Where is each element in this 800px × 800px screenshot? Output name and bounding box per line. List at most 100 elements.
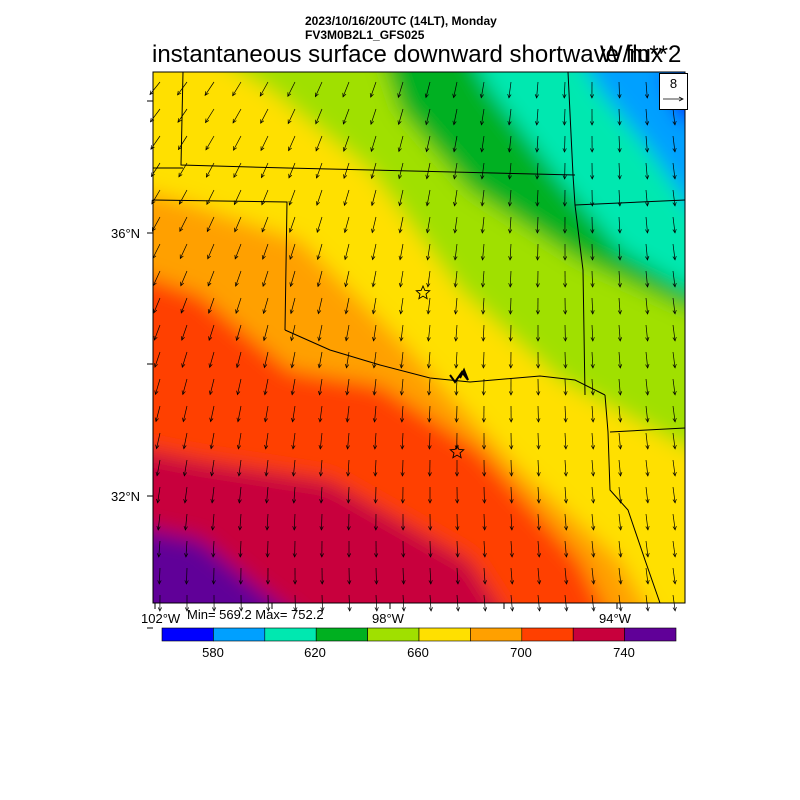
wind-arrow-icon [507,81,512,99]
wind-arrow-icon [617,243,622,261]
wind-arrow-icon [482,540,487,558]
wind-arrow-icon [153,297,161,314]
wind-arrow-icon [427,432,432,450]
wind-arrow-icon [672,432,677,450]
wind-arrow-icon [151,189,161,205]
wind-arrow-icon [537,567,542,585]
wind-arrow-icon [509,567,515,585]
wind-arrow-icon [591,594,596,612]
wind-arrow-icon [316,270,323,288]
wind-arrow-icon [427,486,433,504]
wind-arrow-icon [150,162,161,178]
wind-arrow-icon [425,135,431,153]
wind-arrow-icon [672,162,677,180]
wind-arrow-icon [374,540,379,558]
wind-arrow-icon [672,189,677,207]
wind-arrow-icon [315,135,323,152]
wind-arrow-icon [288,216,296,233]
wind-arrow-icon [318,459,323,477]
wind-arrow-icon [235,324,242,342]
wind-arrow-icon [618,594,623,612]
wind-arrow-icon [314,81,323,98]
wind-arrow-icon [239,594,244,612]
wind-arrow-icon [508,270,513,288]
wind-arrow-icon [149,81,161,96]
wind-arrow-icon [401,567,406,585]
wind-arrow-icon [371,243,377,261]
wind-arrow-icon [590,378,595,396]
wind-arrow-icon [617,189,622,207]
wind-arrow-icon [427,405,432,423]
wind-arrow-icon [672,324,677,342]
wind-arrow-icon [157,594,162,612]
wind-arrow-icon [262,324,269,342]
wind-arrow-icon [672,459,677,477]
wind-arrow-icon [645,270,650,288]
wind-arrow-icon [645,432,650,450]
wind-arrow-icon [645,162,650,180]
wind-arrow-icon [479,81,485,99]
wind-arrow-icon [208,351,215,369]
wind-arrow-icon [562,108,567,126]
wind-arrow-icon [536,459,541,477]
wind-arrow-icon [508,243,513,261]
wind-arrow-icon [346,486,351,504]
wind-arrow-icon [290,351,296,369]
wind-arrow-icon [207,270,215,287]
wind-arrow-icon [373,432,378,450]
wind-arrow-icon [177,135,188,151]
wind-arrow-icon [263,405,269,423]
wind-arrow-icon [207,243,215,260]
wind-arrow-icon [563,405,568,423]
wind-arrow-icon [238,567,243,585]
wind-arrow-icon [260,162,269,179]
wind-arrow-icon [399,324,404,342]
wind-arrow-icon [453,297,458,315]
wind-arrow-icon [425,216,431,234]
wind-arrow-icon [618,513,623,531]
wind-arrow-icon [211,540,216,558]
wind-arrow-icon [672,108,677,126]
wind-arrow-icon [672,297,677,315]
wind-arrow-icon [645,243,650,261]
wind-arrow-icon [535,324,541,342]
header-model: FV3M0B2L1_GFS025 [305,28,425,42]
wind-arrow-icon [455,567,460,585]
wind-arrow-icon [155,459,161,477]
wind-arrow-icon [645,378,650,396]
wind-arrow-icon [347,594,352,612]
colorbar [161,627,677,642]
wind-arrow-icon [372,378,377,396]
wind-arrow-icon [618,405,623,423]
wind-arrow-icon [262,270,269,287]
wind-arrow-icon [397,135,404,153]
wind-arrow-icon [265,567,270,585]
wind-arrow-icon [318,432,323,450]
wind-arrow-icon [425,189,431,207]
wind-arrow-icon [319,486,324,504]
wind-arrow-icon [479,108,485,126]
wind-arrow-icon [482,513,487,531]
wind-arrow-icon [536,432,541,450]
colorbar-swatch [264,627,317,642]
wind-arrow-icon [536,513,541,531]
wind-arrow-icon [563,432,568,450]
wind-arrow-icon [209,432,215,450]
wind-arrow-icon [262,297,269,315]
wind-arrow-icon [232,81,242,97]
wind-arrow-icon [184,594,190,612]
wind-arrow-icon [157,567,162,585]
wind-arrow-icon [672,135,677,153]
wind-arrow-icon [184,567,189,585]
wind-arrow-icon [428,567,433,585]
wind-arrow-icon [315,162,323,179]
wind-arrow-icon [452,162,458,180]
wind-arrow-icon [480,243,485,261]
wind-arrow-icon [374,594,379,612]
wind-arrow-icon [235,297,242,314]
wind-arrow-icon [426,270,431,288]
wind-arrow-icon [288,135,296,152]
wind-arrow-icon [644,108,650,126]
wind-arrow-icon [507,189,512,207]
